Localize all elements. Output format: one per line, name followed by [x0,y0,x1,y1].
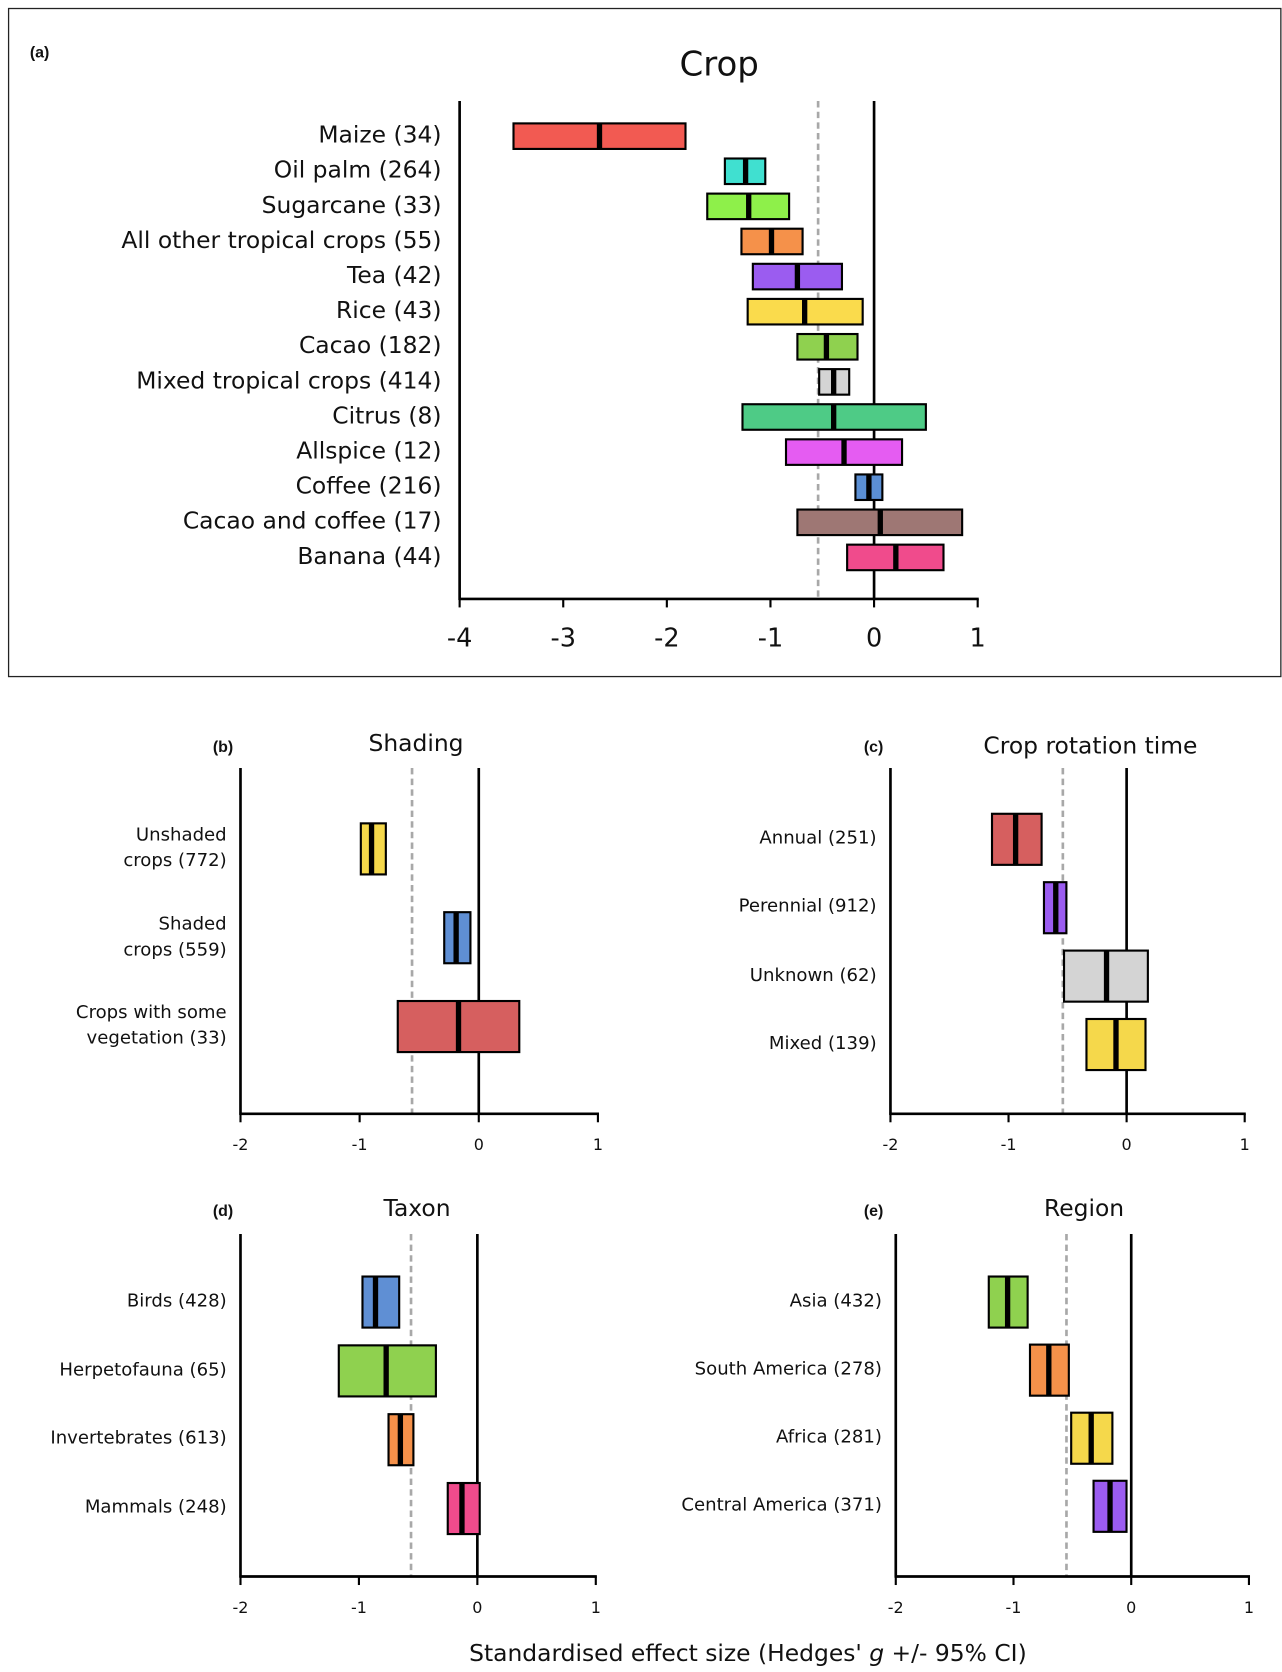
category-label-box: Cacao and coffee (17) [182,508,442,535]
category-label-box: Mixed tropical crops (414) [136,367,442,395]
x-axis-label-part: Standardised effect size (Hedges' [469,1639,869,1667]
category-label-box: Central America (371) [681,1494,882,1516]
category-label-box: Herpetofauna (65) [59,1359,227,1381]
x-tick-label: 0 [472,1598,482,1617]
x-tick-label: 1 [591,1598,601,1617]
x-axis-label-part: +/- 95% CI) [884,1639,1027,1667]
category-label: Perennial (912) [738,896,877,918]
chart-title: Crop [679,44,758,84]
category-label-box: South America (278) [694,1358,882,1380]
category-label: Sugarcane (33) [261,192,442,219]
interval-box [361,1275,401,1329]
category-label: Rice (43) [336,297,442,325]
category-label: Shaded crops (559) [123,913,227,961]
x-tick-label: -3 [551,623,576,653]
category-label-box: Mixed (139) [768,1032,877,1055]
category-label: Cacao and coffee (17) [182,508,442,535]
category-label: Invertebrates (613) [50,1428,227,1450]
category-label-box: Oil palm (264) [273,157,442,184]
x-tick-label: -2 [233,1598,249,1617]
x-tick-label: 0 [474,1135,484,1154]
category-label-box: Allspice (12) [296,437,442,465]
panel-label: (e) [864,1203,883,1220]
category-label-box: Invertebrates (613) [50,1428,227,1450]
category-label: Asia (432) [789,1290,882,1312]
x-tick-label: 0 [866,623,882,653]
category-label-box: Maize (34) [318,121,442,149]
category-label: Unknown (62) [749,964,877,986]
x-tick-label: -1 [758,623,783,653]
panel-border [7,7,1282,678]
chart-title: Shading [368,729,463,757]
category-label: Mammals (248) [84,1496,227,1519]
category-label-box: Birds (428) [126,1290,227,1312]
category-label-box: Tea (42) [346,262,442,289]
x-tick-label: 0 [1122,1135,1132,1154]
category-label: Birds (428) [126,1290,227,1312]
x-tick-label: -1 [352,1135,368,1154]
category-label-box: Crops with some vegetation (33) [75,1002,227,1049]
x-axis-label-part: g [869,1639,884,1667]
category-label: Mixed tropical crops (414) [136,367,442,395]
x-tick-label: -1 [1001,1135,1017,1154]
x-tick-label: 1 [593,1135,603,1154]
category-label-box: Africa (281) [775,1426,882,1448]
category-label: Unshaded crops (772) [123,824,227,872]
panel-label: (b) [213,739,233,756]
chart-title: Crop rotation time [983,731,1197,759]
category-label-box: Unknown (62) [749,964,877,986]
chart-title: Taxon [383,1194,451,1222]
category-label: Crops with some vegetation (33) [75,1002,227,1049]
category-label: Coffee (216) [295,472,442,500]
category-label-box: Sugarcane (33) [261,192,442,219]
x-axis-label: Standardised effect size (Hedges' g +/- … [469,1639,1027,1667]
x-tick-label: -1 [1006,1598,1022,1617]
category-label: Central America (371) [681,1494,882,1516]
category-label: Cacao (182) [298,332,442,360]
category-label-box: Citrus (8) [332,402,442,430]
x-tick-label: -2 [883,1135,899,1154]
x-tick-label: -1 [351,1598,367,1617]
category-label: Annual (251) [759,827,877,849]
category-label: Banana (44) [297,543,442,570]
chart-title: Region [1044,1194,1124,1222]
category-label: Citrus (8) [332,402,442,430]
category-label: Mixed (139) [768,1032,877,1055]
category-label: All other tropical crops (55) [121,227,442,254]
x-tick-label: 1 [1240,1135,1250,1154]
category-label-box: Perennial (912) [738,896,877,918]
panel-label: (d) [213,1203,233,1220]
x-tick-label: -2 [233,1135,249,1154]
category-label-box: Banana (44) [297,543,442,570]
category-label-box: Shaded crops (559) [123,913,227,961]
panel-label: (a) [30,44,49,61]
category-label-box: Cacao (182) [298,332,442,360]
category-label-box: Coffee (216) [295,472,442,500]
category-label: Allspice (12) [296,437,442,465]
category-label-box: Annual (251) [759,827,877,849]
category-label-box: All other tropical crops (55) [121,227,442,254]
x-tick-label: 0 [1126,1598,1136,1617]
category-label-box: Asia (432) [789,1290,882,1312]
category-label: Herpetofauna (65) [59,1359,227,1381]
category-label: Maize (34) [318,121,442,149]
x-tick-label: -2 [654,623,679,653]
x-tick-label: -2 [888,1598,904,1617]
category-label: South America (278) [694,1358,882,1380]
category-label: Oil palm (264) [273,157,442,184]
category-label-box: Mammals (248) [84,1496,227,1519]
x-tick-label: 1 [1244,1598,1254,1617]
category-label: Tea (42) [346,262,442,289]
category-label: Africa (281) [775,1426,882,1448]
x-tick-label: 1 [970,623,986,653]
panel-label: (c) [864,739,883,756]
category-label-box: Rice (43) [336,297,442,325]
category-label-box: Unshaded crops (772) [123,824,227,872]
x-tick-label: -4 [447,623,472,653]
